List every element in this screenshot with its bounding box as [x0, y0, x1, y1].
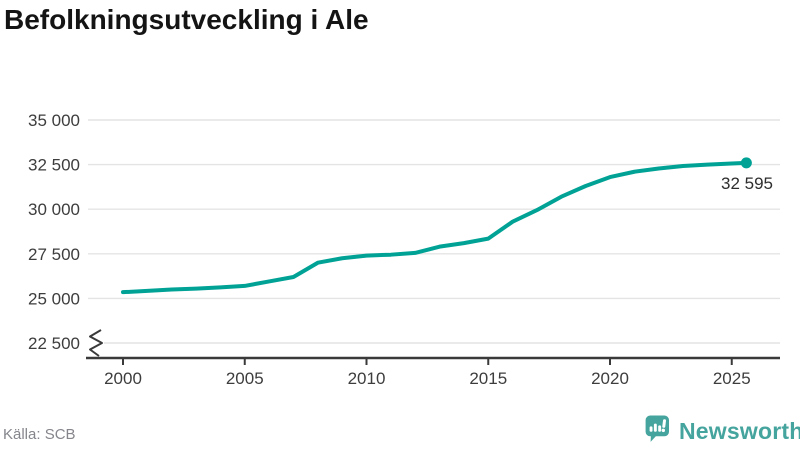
population-line	[121, 160, 749, 295]
x-axis: 2000 2005 2010 2015 2020 2025	[86, 356, 780, 388]
x-tick-label: 2025	[713, 369, 751, 388]
y-axis-labels: 22 500 25 000 27 500 30 000 32 500 35 000	[28, 111, 80, 353]
axis-break-icon	[89, 329, 103, 357]
end-point-label: 32 595	[721, 174, 773, 193]
y-tick-label: 32 500	[28, 156, 80, 175]
x-tick-label: 2000	[104, 369, 142, 388]
newsworthy-logo[interactable]: Newsworthy	[645, 415, 800, 448]
page-title: Befolkningsutveckling i Ale	[4, 4, 369, 35]
y-tick-label: 30 000	[28, 200, 80, 219]
y-tick-label: 35 000	[28, 111, 80, 130]
y-tick-label: 25 000	[28, 289, 80, 308]
x-tick-label: 2010	[348, 369, 386, 388]
source-note: Källa: SCB	[3, 426, 76, 443]
y-tick-label: 22 500	[28, 334, 80, 353]
y-tick-label: 27 500	[28, 245, 80, 264]
x-tick-label: 2020	[591, 369, 629, 388]
x-tick-label: 2005	[226, 369, 264, 388]
gridlines	[88, 119, 780, 344]
newsworthy-brand-text: Newsworthy	[679, 418, 800, 444]
end-point-marker	[740, 157, 752, 169]
newsworthy-logo-icon	[645, 415, 670, 448]
x-tick-label: 2015	[469, 369, 507, 388]
